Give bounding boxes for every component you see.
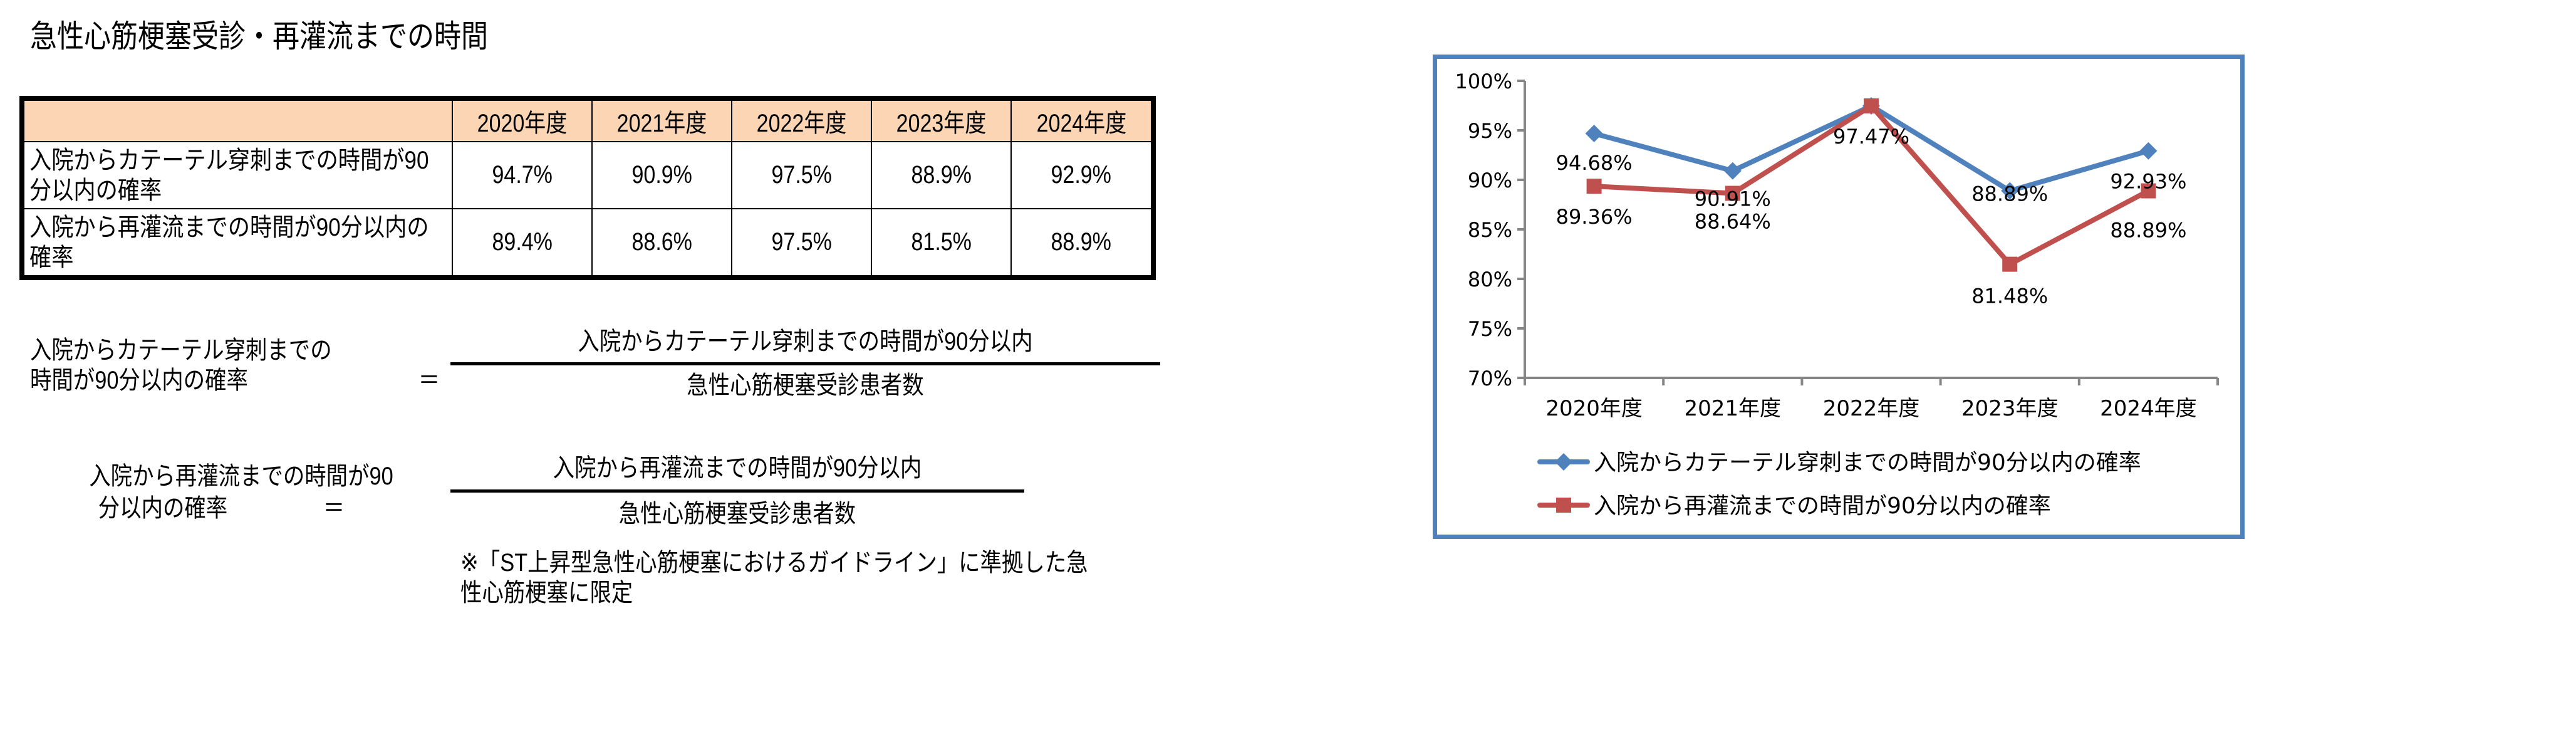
diamond-marker-icon	[1585, 125, 1603, 143]
diamond-marker-icon	[2001, 182, 2019, 200]
data-label: 89.36%	[1556, 205, 1633, 229]
cell-value: 88.9%	[1010, 208, 1151, 275]
cell-value: 94.7%	[452, 141, 593, 209]
header-2022: 2022年度	[731, 101, 872, 142]
legend-label: 入院からカテーテル穿刺までの時間が90分以内の確率	[1594, 450, 2141, 476]
y-tick-label: 75%	[1468, 317, 1512, 341]
formula2-numerator: 入院から再灌流までの時間が90分以内	[553, 454, 922, 482]
diamond-marker-icon	[1555, 453, 1572, 471]
table-header-row: 2020年度 2021年度 2022年度 2023年度 2024年度	[24, 101, 1151, 142]
square-marker-icon	[1725, 186, 1740, 201]
data-label: 94.68%	[1556, 151, 1633, 175]
cell-value: 81.5%	[871, 208, 1012, 275]
formula2-denominator: 急性心筋梗塞受診患者数	[618, 500, 856, 528]
formula1-fraction-bar	[450, 362, 1160, 365]
square-marker-icon	[1586, 179, 1602, 194]
formula2-equals: ＝	[323, 494, 345, 522]
diamond-marker-icon	[1723, 162, 1742, 180]
formula1-lhs-line1: 入院からカテーテル穿刺までの	[30, 337, 332, 364]
data-label: 97.47%	[1833, 125, 1909, 149]
data-label: 90.91%	[1695, 187, 1771, 211]
x-tick-label: 2021年度	[1685, 396, 1782, 421]
x-axis: 2020年度 2021年度 2022年度 2023年度 2024年度	[1517, 377, 2219, 421]
header-2024: 2024年度	[1010, 101, 1151, 142]
data-label: 88.89%	[1971, 182, 2048, 206]
x-tick-label: 2022年度	[1823, 396, 1920, 421]
data-labels: 94.68% 90.91% 97.47% 88.89% 92.93% 89.36% 88.6…	[1556, 125, 2187, 308]
header-2023: 2023年度	[871, 101, 1012, 142]
chart-series	[1585, 97, 2158, 272]
y-tick-label: 80%	[1468, 268, 1512, 291]
header-2020: 2020年度	[452, 101, 593, 142]
x-tick-label: 2023年度	[1961, 396, 2059, 421]
table-row: 入院からカテーテル穿刺までの時間が90分以内の確率 94.7% 90.9% 97…	[24, 141, 1151, 209]
y-tick-label: 100%	[1455, 70, 1512, 93]
formula2-lhs-line1: 入院から再灌流までの時間が90	[89, 463, 393, 490]
row-label: 入院から再灌流までの時間が90分以内の確率	[24, 208, 453, 275]
y-tick-label: 95%	[1468, 119, 1512, 143]
x-tick-label: 2024年度	[2100, 396, 2197, 421]
data-label: 88.64%	[1695, 209, 1771, 233]
formula1-numerator: 入院からカテーテル穿刺までの時間が90分以内	[578, 328, 1033, 355]
formula1-equals: ＝	[418, 367, 440, 394]
table-row: 入院から再灌流までの時間が90分以内の確率 89.4% 88.6% 97.5% …	[24, 208, 1151, 275]
page-title: 急性心筋梗塞受診・再灌流までの時間	[30, 19, 488, 54]
formula1-denominator: 急性心筋梗塞受診患者数	[687, 372, 924, 399]
data-label: 88.89%	[2110, 219, 2186, 243]
chart-legend: 入院からカテーテル穿刺までの時間が90分以内の確率入院から再灌流までの時間が90…	[1537, 450, 2141, 519]
square-marker-icon	[2002, 256, 2018, 272]
header-blank	[24, 101, 453, 142]
data-table: 2020年度 2021年度 2022年度 2023年度 2024年度 入院からカ…	[19, 96, 1156, 280]
y-tick-label: 70%	[1468, 367, 1512, 390]
y-tick-label: 90%	[1468, 169, 1512, 192]
cell-value: 92.9%	[1010, 141, 1151, 209]
formula2-lhs-line2: 分以内の確率	[98, 494, 228, 522]
square-marker-icon	[2141, 183, 2156, 199]
y-axis: 100% 95% 90% 85% 80% 75% 70%	[1455, 70, 1526, 390]
square-marker-icon	[1864, 98, 1879, 113]
cell-value: 90.9%	[591, 141, 732, 209]
cell-value: 97.5%	[731, 141, 872, 209]
data-label: 81.48%	[1971, 285, 2048, 308]
data-label: 92.93%	[2110, 170, 2186, 194]
y-tick-label: 85%	[1468, 218, 1512, 242]
header-2021: 2021年度	[591, 101, 732, 142]
cell-value: 89.4%	[452, 208, 593, 275]
cell-value: 88.9%	[871, 141, 1012, 209]
footnote-line2: 性心筋梗塞に限定	[460, 579, 633, 607]
row-label: 入院からカテーテル穿刺までの時間が90分以内の確率	[24, 141, 453, 209]
x-tick-label: 2020年度	[1545, 396, 1643, 421]
formula2-fraction-bar	[450, 489, 1024, 493]
square-marker-icon	[1556, 498, 1571, 513]
diamond-marker-icon	[2139, 142, 2158, 160]
legend-label: 入院から再灌流までの時間が90分以内の確率	[1594, 493, 2051, 519]
footnote-line1: ※「ST上昇型急性心筋梗塞におけるガイドライン」に準拠した急	[460, 549, 1088, 577]
formula1-lhs-line2: 時間が90分以内の確率	[30, 367, 248, 394]
cell-value: 88.6%	[591, 208, 732, 275]
cell-value: 97.5%	[731, 208, 872, 275]
